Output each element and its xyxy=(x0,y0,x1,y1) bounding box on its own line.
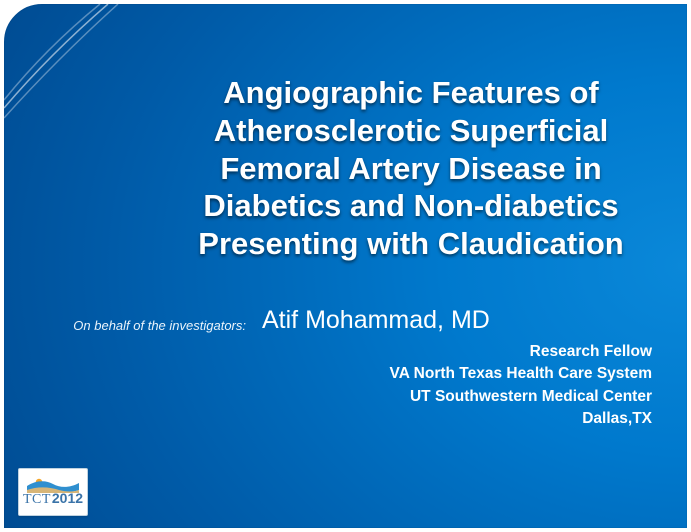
logo-text: TCT 2012 xyxy=(23,490,83,508)
author-affiliations: Research Fellow VA North Texas Health Ca… xyxy=(262,341,652,431)
author-line: VA North Texas Health Care System xyxy=(262,363,652,385)
author-line: Dallas,TX xyxy=(262,408,652,430)
author-block: Atif Mohammad, MD Research Fellow VA Nor… xyxy=(262,306,652,431)
byline-text: On behalf of the investigators: xyxy=(46,318,246,333)
author-line: Research Fellow xyxy=(262,341,652,363)
author-line: UT Southwestern Medical Center xyxy=(262,386,652,408)
logo-tct-text: TCT xyxy=(23,492,51,508)
author-name: Atif Mohammad, MD xyxy=(262,306,652,335)
logo-year-text: 2012 xyxy=(52,490,83,506)
corner-accent-lines xyxy=(4,4,154,144)
slide: Angiographic Features of Atherosclerotic… xyxy=(0,0,691,532)
slide-title: Angiographic Features of Atherosclerotic… xyxy=(181,74,641,263)
tct-logo: TCT 2012 xyxy=(18,468,88,516)
